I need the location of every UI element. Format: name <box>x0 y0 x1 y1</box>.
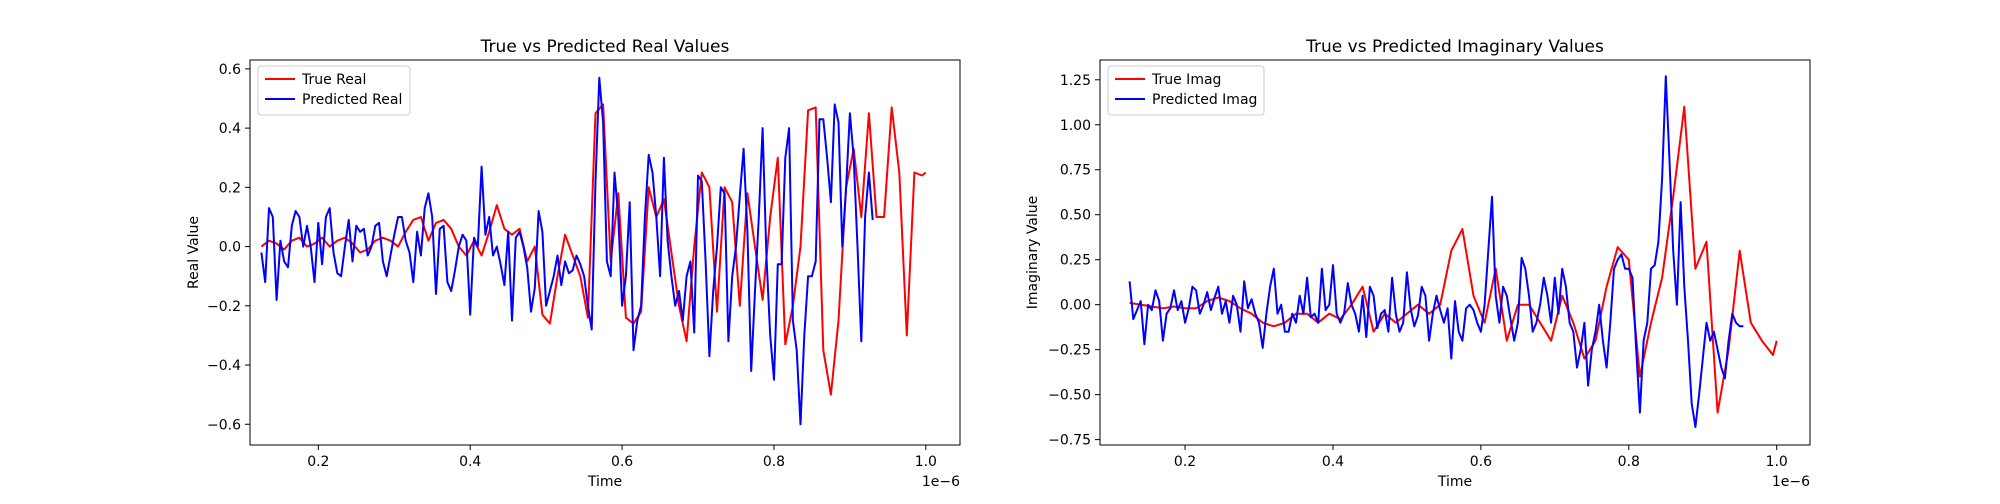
y-tick-label: 0.25 <box>1060 253 1091 269</box>
y-tick-label: −0.75 <box>1048 433 1091 449</box>
legend-label-true-imag: True Imag <box>1151 72 1221 88</box>
y-tick-label: 1.00 <box>1060 118 1091 134</box>
y-axis-label: Real Value <box>186 216 202 289</box>
y-tick-label: 1.25 <box>1060 73 1091 89</box>
y-tick-label: 0.00 <box>1060 298 1091 314</box>
legend: True Real Predicted Real <box>257 65 411 116</box>
chart-title: True vs Predicted Real Values <box>480 37 730 57</box>
chart-imag: True vs Predicted Imaginary Values 0.2 0.… <box>1025 37 1811 490</box>
legend-label-predicted-real: Predicted Real <box>302 92 402 108</box>
x-axis-label: Time <box>1437 474 1472 490</box>
x-tick-label: 0.6 <box>1470 454 1492 470</box>
y-tick-label: 0.6 <box>219 62 241 78</box>
x-axis-offset-label: 1e−6 <box>1772 474 1810 490</box>
plot-area-frame <box>249 59 961 446</box>
x-axis-label: Time <box>587 474 622 490</box>
x-tick-label: 0.8 <box>1618 454 1640 470</box>
x-tick-label: 0.2 <box>1174 454 1196 470</box>
x-axis-offset-label: 1e−6 <box>922 474 960 490</box>
series-layer <box>1128 75 1778 428</box>
legend: True Imag Predicted Imag <box>1107 65 1265 116</box>
y-tick-label: 0.75 <box>1060 163 1091 179</box>
series-line-predicted-imag <box>1128 75 1744 428</box>
x-tick-label: 1.0 <box>1766 454 1788 470</box>
x-tick-label: 0.2 <box>307 454 329 470</box>
y-axis: −0.6 −0.4 −0.2 0.0 0.2 0.4 0.6 <box>207 62 250 433</box>
plot-area-frame <box>1099 59 1811 446</box>
chart-title: True vs Predicted Imaginary Values <box>1305 37 1604 57</box>
y-tick-label: −0.4 <box>207 358 241 374</box>
x-tick-label: 0.4 <box>459 454 481 470</box>
legend-label-true-real: True Real <box>301 72 366 88</box>
y-tick-label: 0.0 <box>219 240 241 256</box>
y-tick-label: −0.25 <box>1048 343 1091 359</box>
y-axis-label: Imaginary Value <box>1025 196 1041 310</box>
y-tick-label: −0.2 <box>207 299 241 315</box>
x-tick-label: 0.6 <box>611 454 633 470</box>
series-line-predicted-real <box>260 76 874 426</box>
series-layer <box>260 76 927 426</box>
x-axis: 0.2 0.4 0.6 0.8 1.0 <box>307 445 937 470</box>
y-axis: −0.75 −0.50 −0.25 0.00 0.25 0.50 0.75 1.00 1.25 <box>1048 73 1100 449</box>
legend-box <box>1107 65 1265 116</box>
y-tick-label: −0.6 <box>207 417 241 433</box>
legend-box <box>257 65 411 116</box>
x-tick-label: 0.8 <box>763 454 785 470</box>
y-tick-label: 0.4 <box>219 121 241 137</box>
y-tick-label: −0.50 <box>1048 388 1091 404</box>
x-tick-label: 1.0 <box>915 454 937 470</box>
y-tick-label: 0.50 <box>1060 208 1091 224</box>
x-axis: 0.2 0.4 0.6 0.8 1.0 <box>1174 445 1788 470</box>
series-line-true-imag <box>1129 105 1778 414</box>
y-tick-label: 0.2 <box>219 180 241 196</box>
x-tick-label: 0.4 <box>1322 454 1344 470</box>
chart-real: True vs Predicted Real Values 0.2 0.4 0.6 0… <box>186 37 961 490</box>
legend-label-predicted-imag: Predicted Imag <box>1152 92 1257 108</box>
